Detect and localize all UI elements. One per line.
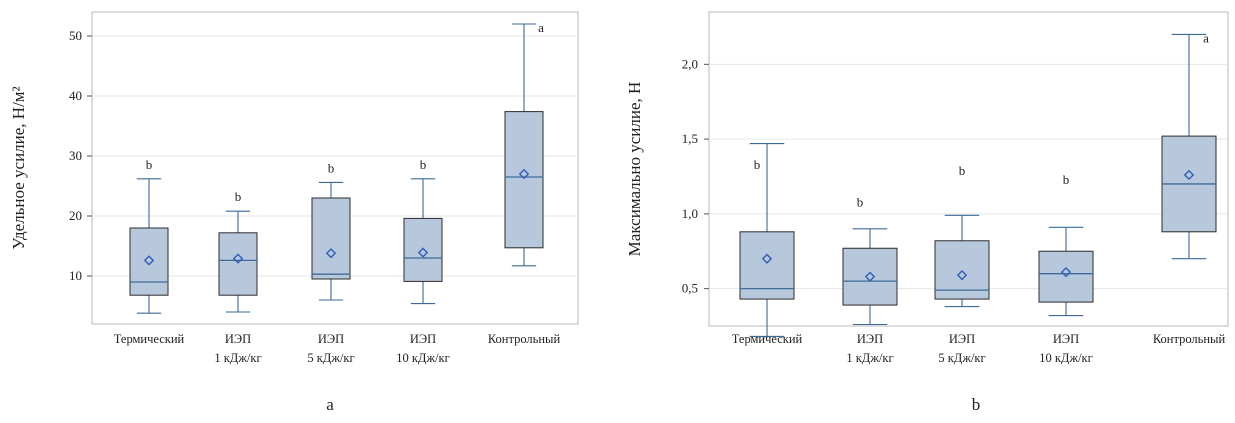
category-label: Контрольный xyxy=(488,332,561,346)
category-label: 1 кДж/кг xyxy=(214,351,261,365)
mean-marker xyxy=(1060,266,1072,278)
y-tick-label: 20 xyxy=(69,208,82,223)
y-tick-label: 50 xyxy=(69,28,82,43)
category-label: ИЭП xyxy=(318,332,344,346)
y-axis-label: Удельное усилие, Н/м² xyxy=(9,86,28,249)
y-axis-label: Максимально усилие, Н xyxy=(625,82,644,257)
panel-label: a xyxy=(326,395,334,414)
category-label: ИЭП xyxy=(225,332,251,346)
chart-panel-b: 0,5 1,0 1,5 2,0 Максимально усилие, Н b Термич… xyxy=(625,11,1229,414)
category-label: ИЭП xyxy=(949,332,975,346)
mean-marker xyxy=(956,269,968,281)
box-iqr xyxy=(739,231,795,300)
y-tick-label: 0,5 xyxy=(682,281,698,296)
significance-label: b xyxy=(146,157,153,172)
significance-label: a xyxy=(538,20,544,35)
box-iqr xyxy=(403,217,443,282)
y-tick-label: 40 xyxy=(69,88,82,103)
chart-panel-a: 10 20 30 40 50 Удельное усилие, Н/м² b Термичес… xyxy=(9,11,579,414)
category-label: Контрольный xyxy=(1153,332,1226,346)
box-iqr xyxy=(218,232,258,296)
panel-label: b xyxy=(972,395,981,414)
box-5: a xyxy=(504,20,544,267)
box-4: b xyxy=(403,157,443,305)
significance-label: b xyxy=(754,157,761,172)
box-1: b xyxy=(739,143,795,338)
y-tick-label: 10 xyxy=(69,268,82,283)
significance-label: b xyxy=(1063,172,1070,187)
category-label: Термический xyxy=(114,332,185,346)
y-tick-label: 1,5 xyxy=(682,131,698,146)
box-iqr xyxy=(129,227,169,296)
mean-marker xyxy=(232,253,244,264)
box-2: b xyxy=(842,194,898,326)
significance-label: b xyxy=(235,189,242,204)
mean-marker xyxy=(325,248,337,259)
box-3: b xyxy=(934,163,990,308)
category-label: 5 кДж/кг xyxy=(307,351,354,365)
mean-marker xyxy=(1183,169,1195,181)
significance-label: a xyxy=(1203,30,1209,45)
category-label: ИЭП xyxy=(1053,332,1079,346)
mean-marker xyxy=(518,168,530,180)
category-label: ИЭП xyxy=(857,332,883,346)
mean-marker xyxy=(864,271,876,282)
significance-label: b xyxy=(959,163,966,178)
box-3: b xyxy=(311,160,351,301)
category-label: 1 кДж/кг xyxy=(846,351,893,365)
y-tick-label: 2,0 xyxy=(682,56,698,71)
category-label: 10 кДж/кг xyxy=(1039,351,1093,365)
mean-marker xyxy=(143,255,155,266)
box-iqr xyxy=(311,197,351,280)
box-1: b xyxy=(129,157,169,314)
significance-label: b xyxy=(328,160,335,175)
box-iqr xyxy=(842,247,898,306)
significance-label: b xyxy=(857,194,864,209)
category-label: 5 кДж/кг xyxy=(938,351,985,365)
y-tick-label: 1,0 xyxy=(682,206,698,221)
box-iqr xyxy=(504,111,544,249)
box-5: a xyxy=(1161,30,1217,260)
mean-marker xyxy=(417,247,429,258)
mean-marker xyxy=(761,253,773,264)
category-label: 10 кДж/кг xyxy=(396,351,450,365)
category-label: Термический xyxy=(732,332,803,346)
y-tick-label: 30 xyxy=(69,148,82,163)
box-iqr xyxy=(934,240,990,300)
box-4: b xyxy=(1038,172,1094,317)
category-label: ИЭП xyxy=(410,332,436,346)
significance-label: b xyxy=(420,157,427,172)
box-2: b xyxy=(218,189,258,313)
